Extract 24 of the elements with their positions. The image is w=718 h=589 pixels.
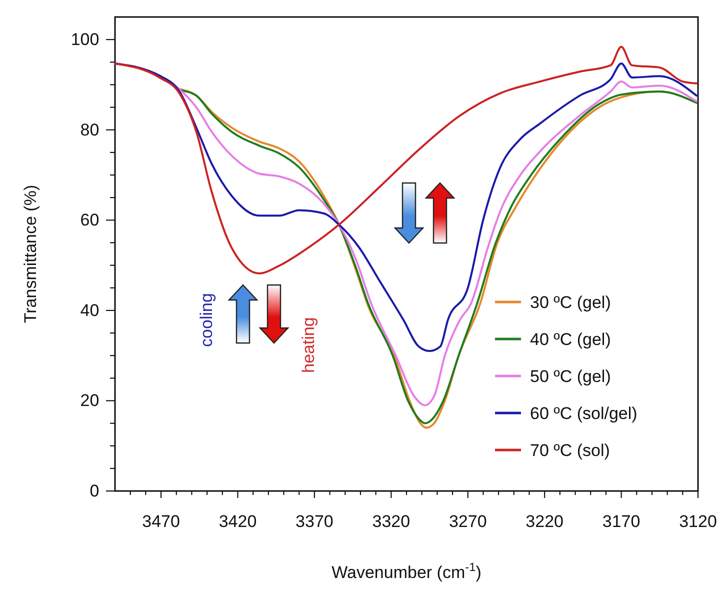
legend-label: 40 ºC (gel) [530,330,611,349]
x-tick-label: 3170 [602,512,640,532]
x-tick-label: 3420 [218,512,257,532]
x-tick-label: 3470 [142,512,180,532]
legend-label: 50 ºC (gel) [530,367,611,386]
legend-label: 70 ºC (sol) [530,441,610,460]
y-tick-label: 100 [70,30,100,50]
y-tick-label: 20 [80,391,100,410]
x-tick-label: 3370 [296,512,334,532]
annotation: heating [299,317,318,373]
legend-label: 30 ºC (gel) [530,293,611,312]
line-series [114,46,698,274]
x-tick-label: 3320 [372,512,410,532]
annotation: cooling [197,293,216,347]
legend-label: 60 ºC (sol/gel) [530,404,638,423]
y-tick-label: 0 [90,481,100,500]
y-tick-label: 80 [80,120,100,140]
y-tick-label: 40 [80,300,100,320]
y-axis-title: Transmittance (%) [21,184,40,324]
x-axis-title: Wavenumber (cm$^{-1}$) [332,560,482,582]
y-tick-label: 60 [80,210,100,230]
x-tick-label: 3220 [526,512,564,532]
x-tick-label: 3270 [448,512,487,532]
x-tick-label: 3120 [679,512,717,532]
